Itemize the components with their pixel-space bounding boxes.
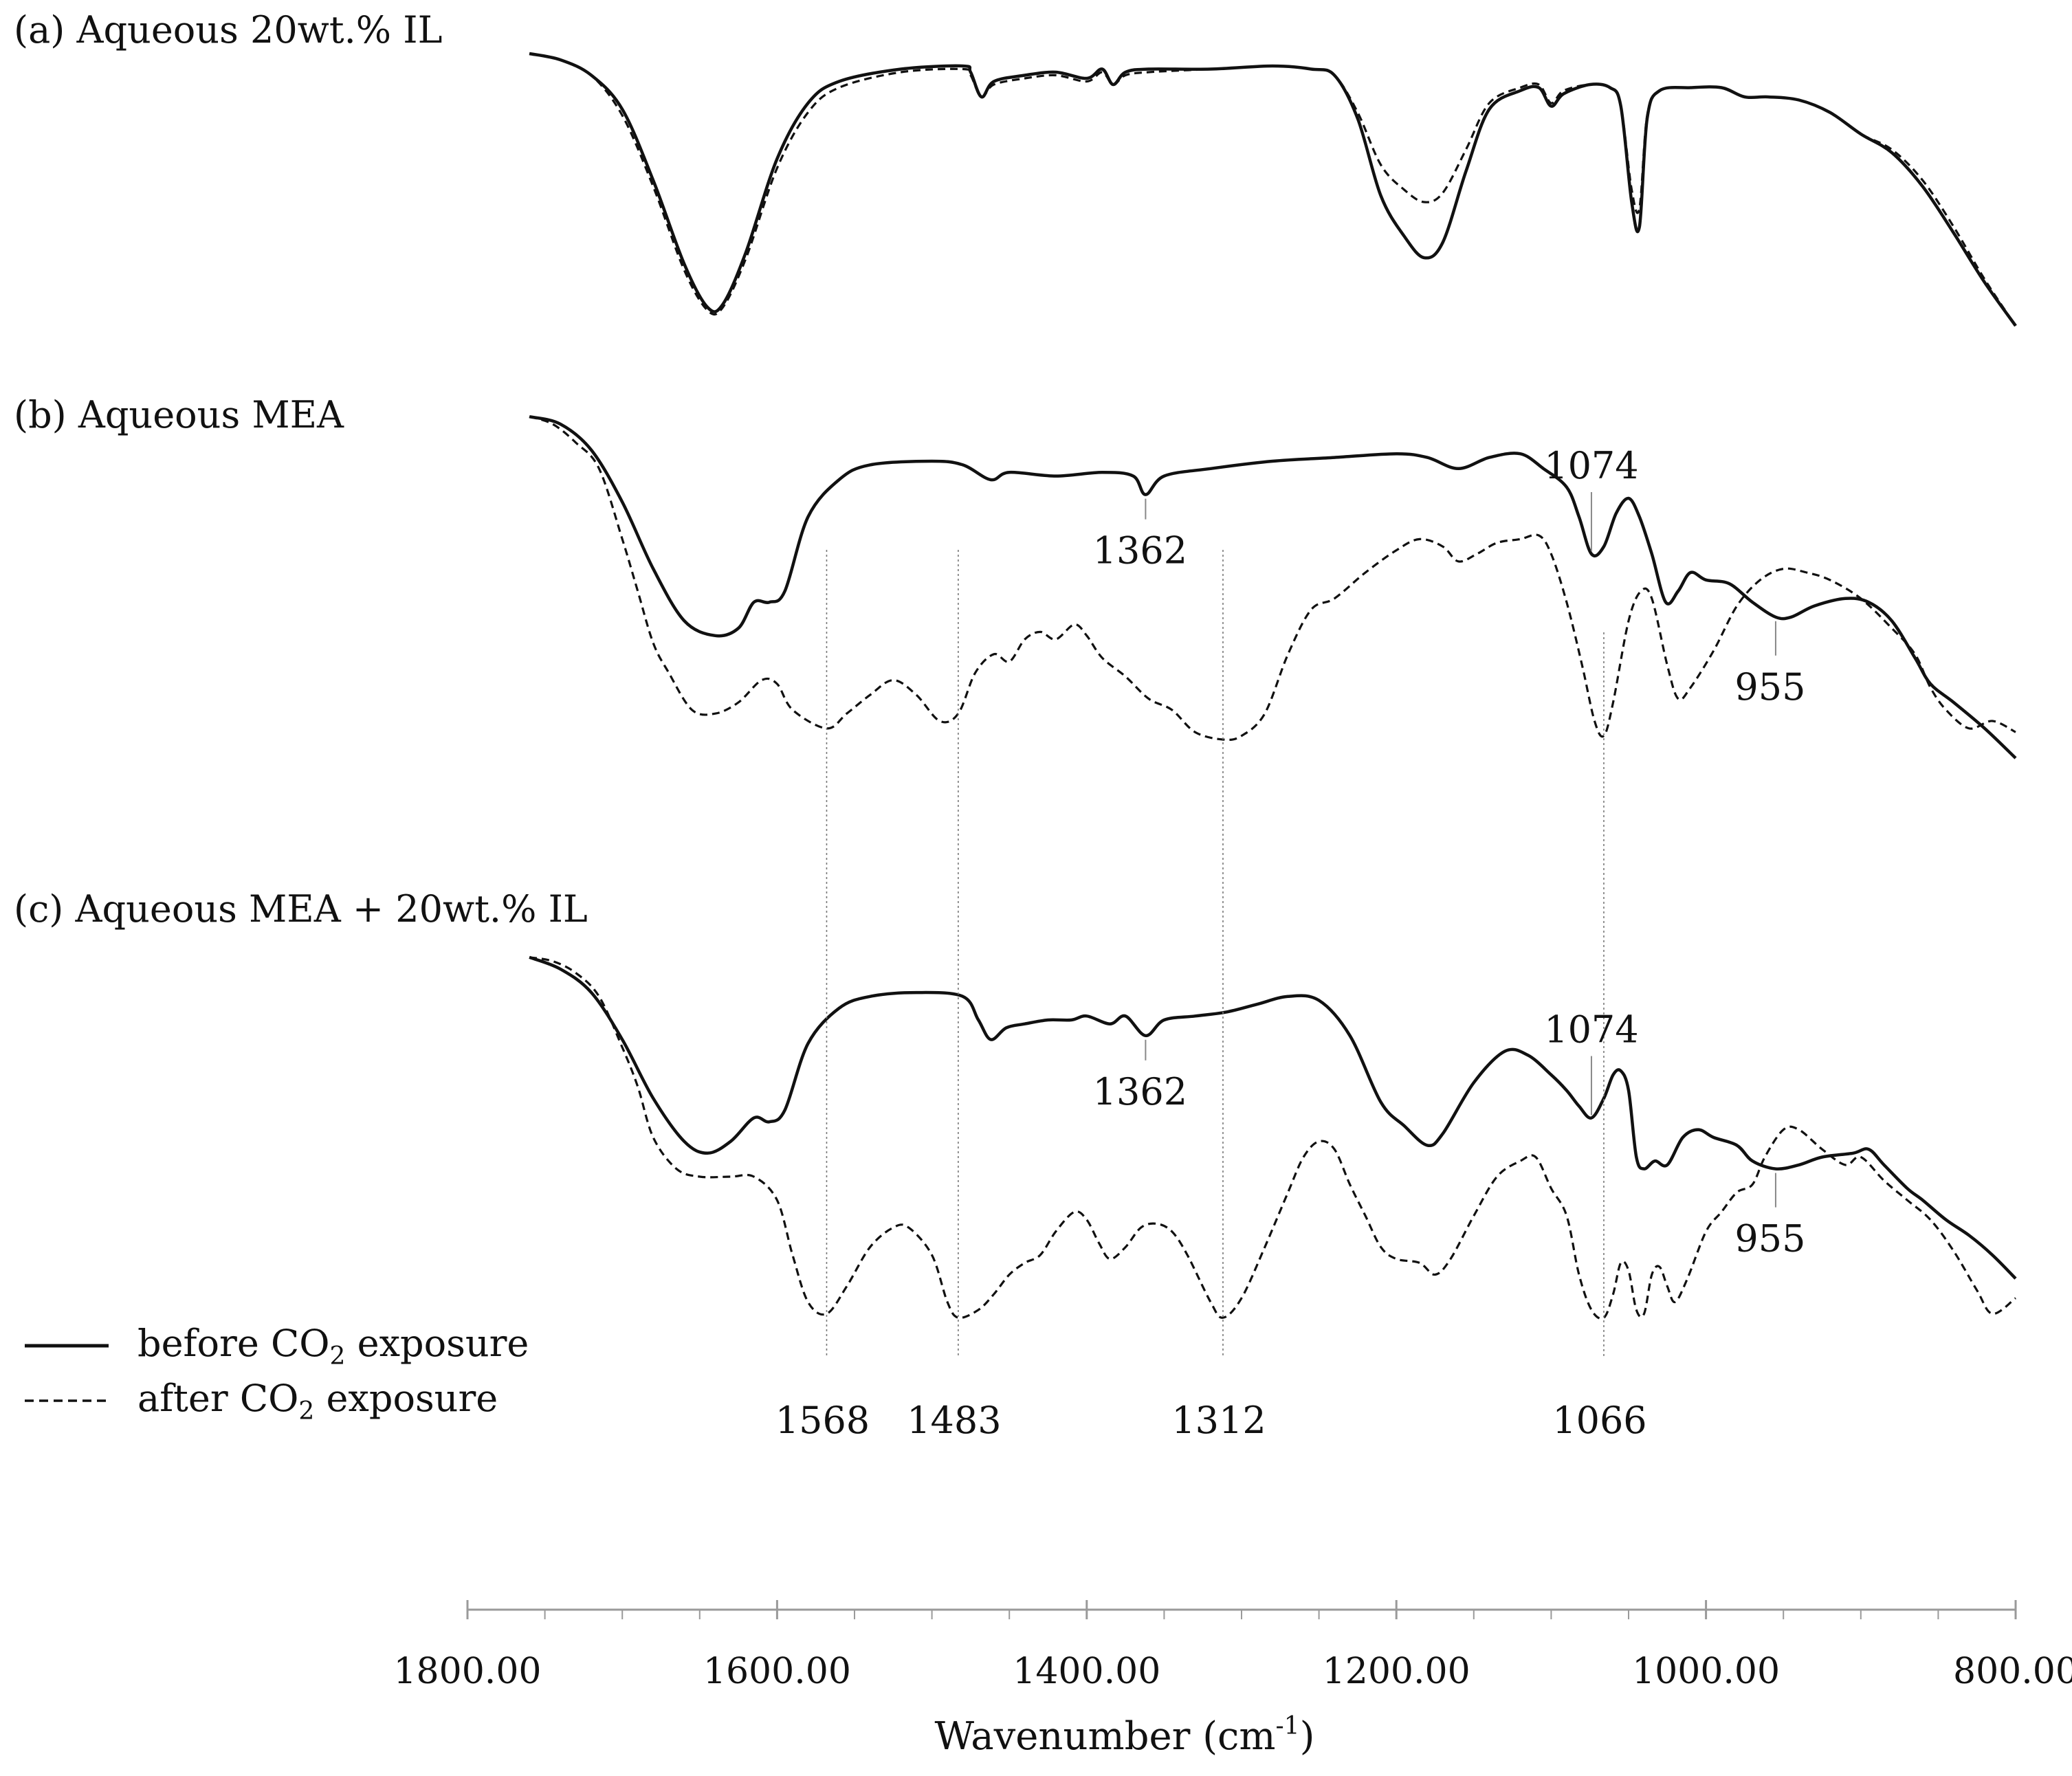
legend-before-post: exposure <box>345 1322 529 1365</box>
panel-b-after-curve <box>529 415 2016 742</box>
x-axis-label-end: ) <box>1300 1714 1315 1759</box>
legend-after-pre: after CO <box>137 1377 298 1420</box>
panel-b-before-curve <box>529 414 2017 759</box>
x-tick-label-1800: 1800.00 <box>393 1651 541 1692</box>
legend-after-post: exposure <box>314 1377 498 1420</box>
x-tick-label-1000: 1000.00 <box>1632 1651 1780 1692</box>
legend-after-sub: 2 <box>298 1397 314 1425</box>
panel-b-annotation-1074: 1074 <box>1544 444 1638 487</box>
legend: before CO2 exposure after CO2 exposure <box>25 1322 529 1425</box>
panel-c-after-curve <box>529 956 2016 1320</box>
x-axis-label-main: Wavenumber (cm <box>935 1714 1276 1759</box>
legend-before-label: before CO2 exposure <box>137 1322 529 1370</box>
reference-label-1312: 1312 <box>1171 1399 1266 1442</box>
x-axis-label: Wavenumber (cm-1) <box>935 1712 1315 1759</box>
panel-a-after-curve <box>529 52 2017 326</box>
panel-a-title: (a) Aqueous 20wt.% IL <box>14 8 442 52</box>
legend-before-sub: 2 <box>330 1342 346 1370</box>
panel-a-before-curve <box>529 52 2017 327</box>
legend-before-pre: before CO <box>137 1322 330 1365</box>
panel-c-annotation-955: 955 <box>1734 1217 1805 1261</box>
panel-b-annotation-1362: 1362 <box>1093 529 1187 573</box>
x-tick-label-1400: 1400.00 <box>1013 1651 1160 1692</box>
panel-c-annotation-1074: 1074 <box>1544 1008 1638 1052</box>
x-axis-label-sup: -1 <box>1276 1712 1300 1740</box>
legend-after-label: after CO2 exposure <box>137 1377 498 1425</box>
panel-b-annotation-955: 955 <box>1734 665 1805 709</box>
x-tick-label-1200: 1200.00 <box>1323 1651 1470 1692</box>
reference-label-1568: 1568 <box>775 1399 870 1442</box>
reference-label-1066: 1066 <box>1552 1399 1646 1442</box>
plot-layer: 1568 1483 1312 1066 1074 1362 955 1074 1362 955 18… <box>393 52 2072 1692</box>
panel-c-title: (c) Aqueous MEA + 20wt.% IL <box>14 887 588 931</box>
reference-label-1483: 1483 <box>907 1399 1001 1442</box>
panel-b-title: (b) Aqueous MEA <box>14 393 344 436</box>
x-tick-label-800: 800.00 <box>1953 1651 2072 1692</box>
panel-c-before-curve <box>529 955 2017 1280</box>
x-tick-label-1600: 1600.00 <box>703 1651 851 1692</box>
panel-c-annotation-1362: 1362 <box>1093 1070 1187 1113</box>
